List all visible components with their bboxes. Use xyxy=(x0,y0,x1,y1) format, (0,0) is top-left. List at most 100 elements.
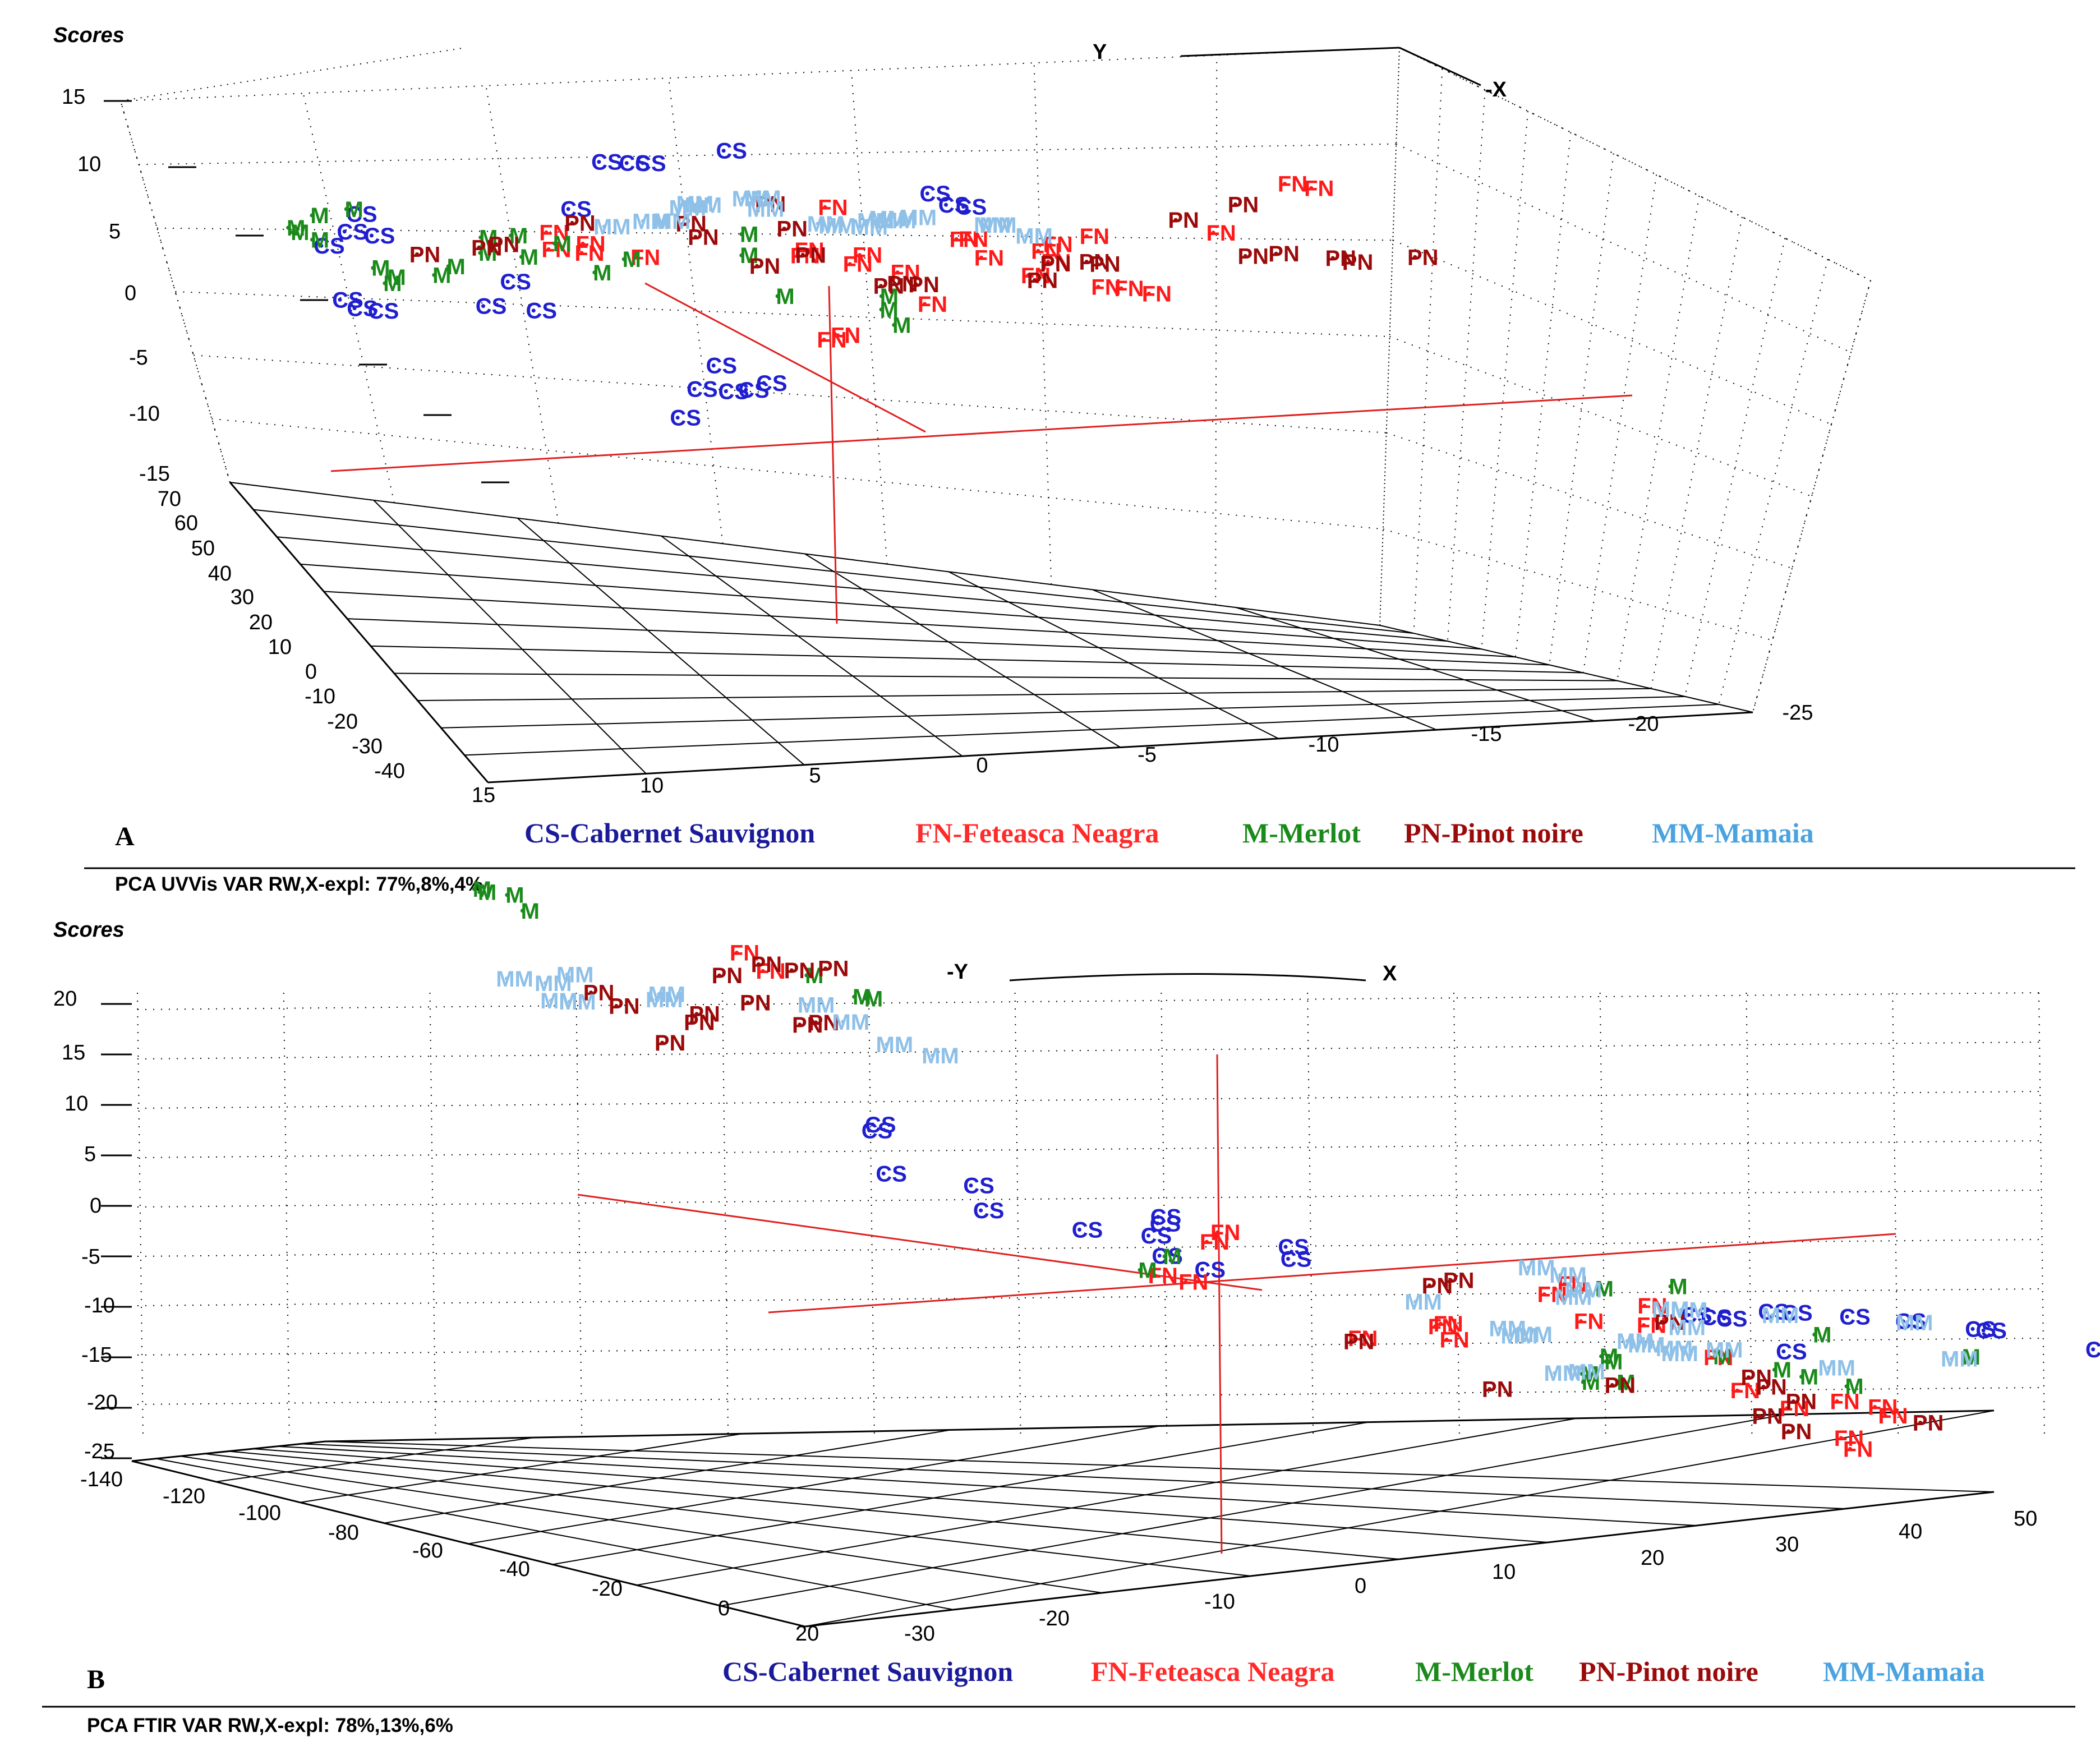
score-point-m: M xyxy=(473,877,491,902)
score-point-m: M xyxy=(879,298,898,322)
score-dot xyxy=(678,206,682,210)
score-point-fn: FN xyxy=(539,220,569,245)
wall-gridline xyxy=(139,143,1397,165)
score-dot xyxy=(1579,1371,1584,1376)
score-dot xyxy=(1636,1343,1641,1347)
panel-b-chart: CSCSCSCSCSCSCSCSCSCSCSCSCSCSCSCSCSCSCSCS… xyxy=(42,877,2100,1736)
floor-tick-label: 30 xyxy=(231,586,254,609)
score-dot xyxy=(1433,1324,1437,1329)
wall-gridline xyxy=(485,85,559,524)
score-dot xyxy=(1787,1310,1792,1315)
score-dot xyxy=(721,149,726,153)
floor-tick-label: 20 xyxy=(249,611,273,634)
score-point-m: M xyxy=(892,313,911,338)
score-dot xyxy=(1413,1300,1418,1304)
score-dot xyxy=(1781,1349,1786,1353)
score-dot xyxy=(374,308,378,313)
score-point-fn: FN xyxy=(1348,1326,1378,1351)
pca-axis-line xyxy=(828,285,838,624)
score-point-cs: CS xyxy=(1278,1235,1309,1260)
score-dot xyxy=(816,222,820,226)
score-point-m: M xyxy=(432,263,451,288)
score-dot xyxy=(1033,278,1037,282)
score-point-mm: MM xyxy=(559,990,596,1015)
score-point-m: M xyxy=(1813,1323,1831,1347)
panel-a-axis-name-neg-x: -X xyxy=(1485,78,1507,102)
floor-gridline xyxy=(204,1453,1251,1577)
floor-tick-label: 20 xyxy=(1641,1546,1664,1570)
score-point-m: M xyxy=(521,899,540,924)
score-point-cs: CS xyxy=(347,297,378,321)
score-dot xyxy=(635,255,640,259)
score-point-fn: FN xyxy=(630,246,660,270)
score-point-fn: FN xyxy=(574,241,604,266)
score-dot xyxy=(1883,1413,1887,1418)
score-dot xyxy=(1812,1332,1817,1337)
score-point-fn: FN xyxy=(818,195,848,220)
score-dot xyxy=(1524,1332,1528,1337)
floor-tick-label: -30 xyxy=(352,735,383,758)
score-dot xyxy=(1577,1370,1581,1374)
score-dot xyxy=(1211,231,1215,235)
z-tick-label: 5 xyxy=(109,220,121,243)
score-dot xyxy=(1687,1312,1691,1317)
score-dot xyxy=(1048,242,1052,246)
score-point-pn: PN xyxy=(655,1031,686,1056)
floor-gridline xyxy=(1236,607,1595,722)
score-point-cs: CS xyxy=(500,270,531,294)
floor-gridline xyxy=(277,1445,1697,1526)
panel-a-legend: CS-Cabernet Sauvignon FN-Feteasca Neagra… xyxy=(524,817,1814,849)
score-dot xyxy=(352,212,356,216)
frame-edge xyxy=(1009,973,1366,982)
score-dot xyxy=(1772,1367,1776,1372)
wall-gridline xyxy=(283,992,290,1436)
wall-gridline xyxy=(1582,174,1657,673)
panel-a-caption: PCA UVVis VAR RW,X-expl: 77%,8%,4% xyxy=(115,873,483,895)
score-point-fn: FN xyxy=(756,959,785,984)
score-dot xyxy=(867,1128,872,1132)
floor-tick-label: -120 xyxy=(163,1485,205,1508)
score-point-m: M xyxy=(1962,1345,1981,1370)
wall-gridline xyxy=(137,1338,2042,1356)
z-tick-label: 5 xyxy=(84,1142,96,1166)
score-point-fn: FN xyxy=(974,246,1004,270)
score-dot xyxy=(892,322,896,327)
score-dot xyxy=(319,243,324,248)
score-point-m: M xyxy=(1600,1344,1618,1369)
score-dot xyxy=(1138,1268,1142,1272)
floor-tick-label: 0 xyxy=(1355,1574,1366,1598)
score-dot xyxy=(798,1022,802,1027)
score-dot xyxy=(724,389,728,394)
score-point-cs: CS xyxy=(876,1162,907,1186)
floor-tick-label: 40 xyxy=(1899,1520,1922,1544)
score-point-m: M xyxy=(1163,1245,1181,1269)
score-dot xyxy=(1677,1325,1682,1329)
floor-tick-label: -60 xyxy=(412,1539,443,1563)
score-dot xyxy=(799,248,804,252)
score-dot xyxy=(505,893,509,897)
score-point-mm: MM xyxy=(974,213,1011,238)
score-dot xyxy=(804,973,809,978)
frame-edge xyxy=(1399,47,1481,86)
score-point-mm: MM xyxy=(1706,1338,1743,1362)
score-dot xyxy=(1348,260,1352,264)
score-dot xyxy=(566,207,570,211)
floor-tick-label: 20 xyxy=(795,1622,819,1646)
wall-gridline xyxy=(137,1042,2042,1059)
score-dot xyxy=(836,333,840,338)
score-point-mm: MM xyxy=(876,1033,914,1057)
score-point-cs: CS xyxy=(1758,1300,1789,1325)
score-point-cs: CS xyxy=(619,151,650,176)
score-dot xyxy=(885,1042,889,1047)
score-dot xyxy=(888,218,892,223)
score-dot xyxy=(1679,1307,1683,1312)
score-point-fn: FN xyxy=(831,324,860,348)
floor-gridline xyxy=(804,553,1121,748)
score-point-fn: FN xyxy=(1278,172,1307,197)
score-point-fn: FN xyxy=(959,227,988,252)
score-point-cs: CS xyxy=(1072,1218,1103,1242)
score-point-m: M xyxy=(478,241,497,266)
panel-b-score-points: CSCSCSCSCSCSCSCSCSCSCSCSCSCSCSCSCSCSCSCS… xyxy=(472,877,2100,1462)
wall-gridline xyxy=(137,1288,2042,1306)
score-dot xyxy=(1981,1328,1986,1333)
